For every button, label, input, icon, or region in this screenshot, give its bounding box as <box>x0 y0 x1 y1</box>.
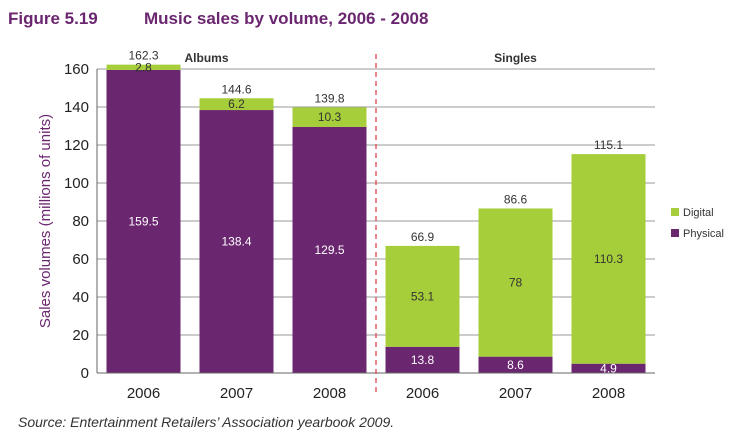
y-tick-label: 140 <box>64 99 89 116</box>
y-tick-label: 80 <box>72 213 89 230</box>
x-tick-label: 2007 <box>220 385 253 402</box>
digital-value-label: 110.3 <box>594 252 623 266</box>
bar-physical-5 <box>571 363 646 373</box>
y-tick-label: 20 <box>72 327 89 344</box>
bar-physical-1 <box>199 110 274 373</box>
figure-title: Music sales by volume, 2006 - 2008 <box>144 9 429 28</box>
physical-value-label: 159.5 <box>128 214 158 228</box>
bar-digital-0 <box>106 64 181 70</box>
legend-swatch-digital <box>671 208 679 216</box>
bar-digital-2 <box>292 107 367 127</box>
total-value-label: 162.3 <box>128 49 158 63</box>
x-tick-label: 2006 <box>127 385 160 402</box>
total-value-label: 86.6 <box>504 192 528 206</box>
group-title-singles: Singles <box>494 51 537 65</box>
total-value-label: 139.8 <box>314 91 344 105</box>
bar-physical-4 <box>478 356 553 373</box>
legend-label-digital: Digital <box>683 207 714 219</box>
digital-value-label: 78 <box>509 276 523 290</box>
total-value-label: 144.6 <box>221 82 251 96</box>
digital-value-label: 53.1 <box>411 289 435 303</box>
figure-number: Figure 5.19 <box>8 9 98 28</box>
legend-swatch-physical <box>671 229 679 237</box>
x-tick-label: 2007 <box>499 385 532 402</box>
bar-digital-3 <box>385 245 460 347</box>
bar-digital-4 <box>478 208 553 357</box>
total-value-label: 115.1 <box>594 138 623 152</box>
source-note: Source: Entertainment Retailers’ Associa… <box>18 414 395 430</box>
y-tick-label: 160 <box>64 61 89 78</box>
figure-header: Figure 5.19 Music sales by volume, 2006 -… <box>8 9 428 29</box>
physical-value-label: 4.9 <box>600 361 617 375</box>
x-tick-label: 2006 <box>406 385 439 402</box>
x-tick-label: 2008 <box>313 385 346 402</box>
bar-physical-0 <box>106 69 181 373</box>
y-tick-label: 120 <box>64 137 89 154</box>
y-tick-label: 0 <box>81 365 89 382</box>
bar-physical-2 <box>292 126 367 373</box>
physical-value-label: 13.8 <box>411 353 435 367</box>
bar-digital-1 <box>199 98 274 111</box>
y-axis-title: Sales volumes (millions of units) <box>37 114 54 328</box>
digital-value-label: 2.8 <box>135 60 152 74</box>
y-tick-label: 40 <box>72 289 89 306</box>
physical-value-label: 129.5 <box>314 243 344 257</box>
digital-value-label: 10.3 <box>318 110 342 124</box>
y-tick-label: 100 <box>64 175 89 192</box>
bar-digital-5 <box>571 154 646 364</box>
x-tick-label: 2008 <box>592 385 625 402</box>
legend-label-physical: Physical <box>683 228 724 240</box>
digital-value-label: 6.2 <box>228 97 245 111</box>
y-tick-label: 60 <box>72 251 89 268</box>
group-title-albums: Albums <box>184 51 228 65</box>
total-value-label: 66.9 <box>411 230 435 244</box>
physical-value-label: 8.6 <box>507 358 524 372</box>
physical-value-label: 138.4 <box>221 235 251 249</box>
bar-physical-3 <box>385 346 460 373</box>
